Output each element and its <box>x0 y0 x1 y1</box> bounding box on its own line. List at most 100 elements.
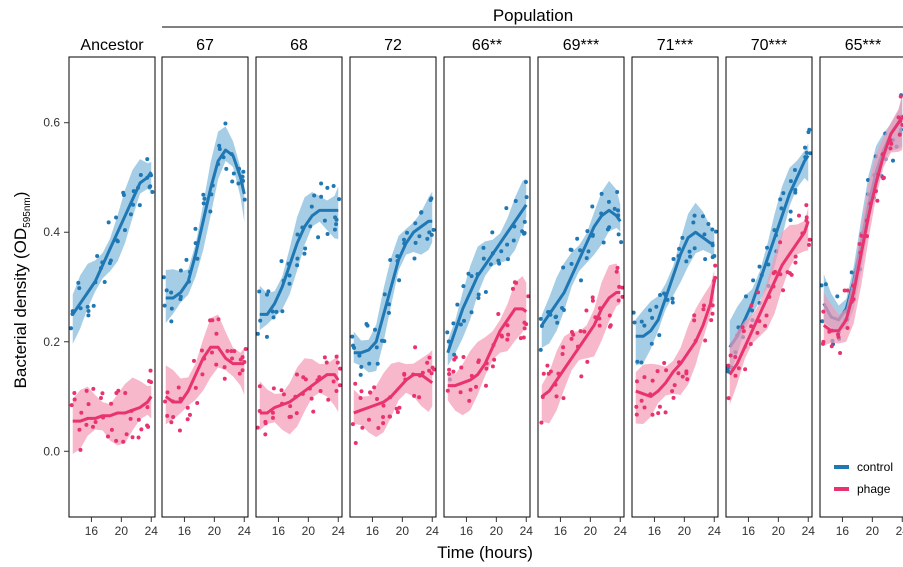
phage-point <box>216 317 221 322</box>
control-point <box>632 320 637 325</box>
phage-point <box>842 288 847 293</box>
phage-point <box>585 359 590 364</box>
phage-point <box>680 374 685 379</box>
phage-point <box>764 313 769 318</box>
control-point <box>319 181 324 186</box>
panel-9: 65*** 16 20 24 <box>819 37 903 538</box>
phage-point <box>98 396 103 401</box>
phage-point <box>72 397 77 402</box>
control-confidence-band <box>635 202 715 366</box>
control-point <box>224 166 229 171</box>
x-tick-label: 20 <box>678 524 692 538</box>
phage-point <box>781 288 786 293</box>
phage-point <box>177 428 182 433</box>
x-tick-label: 16 <box>272 524 286 538</box>
control-point <box>461 284 466 289</box>
y-axis-title-close: ) <box>11 192 30 198</box>
phage-point <box>165 413 170 418</box>
phage-point <box>657 404 662 409</box>
phage-point <box>145 423 150 428</box>
control-point <box>138 172 143 177</box>
phage-point <box>294 411 299 416</box>
control-point <box>649 341 654 346</box>
panel-7: 71*** 16 20 24 <box>631 37 721 538</box>
phage-point <box>257 384 262 389</box>
phage-point <box>490 364 495 369</box>
control-smooth-line <box>540 208 622 327</box>
control-point <box>121 192 126 197</box>
panel-border <box>537 56 625 518</box>
phage-confidence-band <box>635 270 715 424</box>
control-point <box>271 315 276 320</box>
phage-point <box>429 371 434 376</box>
panel-label: 69*** <box>563 37 599 54</box>
control-confidence-band <box>541 180 621 348</box>
phage-point <box>72 390 77 395</box>
control-point <box>201 201 206 206</box>
phage-point <box>642 405 647 410</box>
control-point <box>804 150 809 155</box>
phage-point <box>270 415 275 420</box>
phage-smooth-line <box>540 290 621 398</box>
phage-point <box>710 311 715 316</box>
control-point <box>280 309 285 314</box>
control-point <box>648 308 653 313</box>
control-smooth-line <box>71 171 153 316</box>
phage-point <box>334 388 339 393</box>
control-point <box>169 290 174 295</box>
phage-point <box>662 361 667 366</box>
phage-point <box>468 387 473 392</box>
control-point <box>750 308 755 313</box>
control-point <box>700 214 705 219</box>
panel-plot-area <box>538 180 624 425</box>
phage-point <box>353 440 358 445</box>
phage-point <box>728 353 733 358</box>
x-tick-label: 16 <box>648 524 662 538</box>
control-point <box>78 306 83 311</box>
panel-4: 72 16 20 24 <box>349 37 439 538</box>
control-point <box>425 236 430 241</box>
phage-point <box>360 425 365 430</box>
phage-point <box>804 203 809 208</box>
phage-point <box>270 410 275 415</box>
panel-6: 69*** 16 20 24 <box>537 37 627 538</box>
phage-point <box>240 368 245 373</box>
control-point <box>538 347 543 352</box>
control-point <box>520 229 525 234</box>
phage-point <box>331 379 336 384</box>
control-point <box>217 143 222 148</box>
phage-point <box>171 415 176 420</box>
phage-point <box>136 417 141 422</box>
control-point <box>164 288 169 293</box>
control-point <box>751 278 756 283</box>
phage-point <box>187 412 192 417</box>
control-point <box>792 167 797 172</box>
phage-point <box>709 318 714 323</box>
control-point <box>386 310 391 315</box>
control-point <box>523 180 528 185</box>
phage-point <box>195 400 200 405</box>
x-tick-label: 16 <box>460 524 474 538</box>
control-confidence-band <box>447 178 527 366</box>
phage-point <box>123 391 128 396</box>
control-smooth-line <box>259 208 339 316</box>
phage-point <box>338 366 342 371</box>
y-axis-title-subscript: 595nm <box>22 197 33 228</box>
control-point <box>295 232 300 237</box>
control-point <box>687 249 692 254</box>
control-point <box>236 181 241 186</box>
phage-point <box>900 122 903 127</box>
phage-point <box>281 392 286 397</box>
control-smooth-line <box>353 219 433 355</box>
control-point <box>713 229 718 234</box>
phage-point <box>701 303 706 308</box>
control-smooth-line <box>165 148 246 300</box>
phage-point <box>279 388 284 393</box>
control-point <box>429 196 434 201</box>
phage-point <box>607 313 612 318</box>
control-point <box>688 254 693 259</box>
control-point <box>256 331 260 336</box>
control-point <box>107 261 112 266</box>
control-point <box>202 196 207 201</box>
